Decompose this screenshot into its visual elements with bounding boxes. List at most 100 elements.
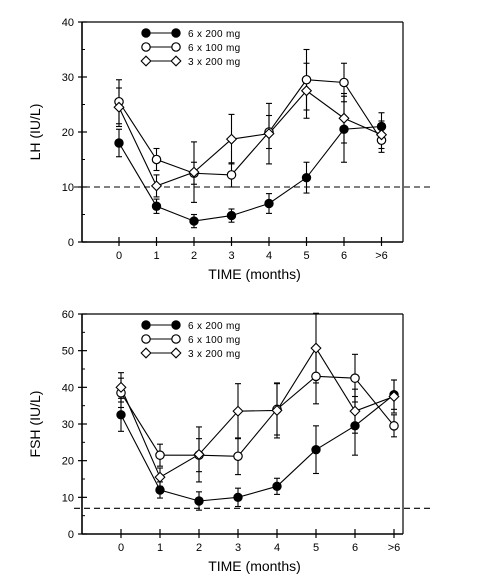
- legend-label: 6 x 100 mg: [188, 43, 240, 54]
- legend-marker: [141, 320, 151, 330]
- y-axis-title: LH (IU/L): [27, 104, 43, 161]
- legend-fsh: 6 x 200 mg 6 x 100 mg 3 x 200 mg: [140, 320, 240, 360]
- data-point: [188, 166, 200, 178]
- data-point: [155, 450, 165, 460]
- x-axis-title: TIME (months): [208, 266, 301, 282]
- data-point: [311, 444, 321, 455]
- x-tick-label: 4: [274, 542, 280, 554]
- data-point: [338, 112, 350, 124]
- legend-marker: [140, 347, 152, 359]
- data-point: [301, 74, 312, 85]
- data-point: [115, 381, 127, 393]
- series-line: [120, 394, 395, 502]
- data-point: [375, 129, 388, 141]
- legend-marker: [170, 55, 182, 67]
- data-point: [232, 405, 244, 417]
- data-point: [189, 216, 199, 226]
- data-point: [271, 404, 283, 417]
- y-tick-label: 0: [68, 237, 74, 249]
- series-line: [118, 79, 382, 176]
- y-tick-label: 10: [62, 492, 74, 504]
- x-tick-label: >6: [375, 250, 388, 262]
- data-point: [151, 201, 162, 211]
- markers-lh-0: [114, 121, 387, 226]
- x-tick-label: 1: [157, 542, 163, 554]
- y-tick-label: 30: [62, 419, 74, 431]
- x-tick-label: 2: [196, 542, 202, 554]
- chart-panel-lh: 0 10 20 30 40 0 1 2 3 4 5 6 >6 TIME (months) LH (IU/L)…: [27, 17, 432, 282]
- data-point: [154, 471, 166, 483]
- x-tick-label: >6: [388, 542, 401, 554]
- series-line: [120, 347, 395, 478]
- data-point: [301, 172, 312, 183]
- x-tick-label: 5: [313, 542, 319, 554]
- markers-fsh-1: [116, 371, 399, 462]
- x-tick-label: 6: [341, 250, 347, 262]
- x-tick-label: 3: [235, 542, 241, 554]
- legend-marker: [140, 55, 152, 67]
- data-point: [349, 405, 361, 417]
- series-line: [120, 375, 395, 457]
- series-line: [118, 125, 382, 222]
- markers-fsh-2: [115, 342, 400, 483]
- data-point: [150, 180, 163, 192]
- legend-label: 6 x 200 mg: [188, 321, 240, 332]
- y-tick-label: 40: [62, 17, 74, 29]
- data-point: [116, 410, 126, 420]
- legend-marker: [141, 42, 151, 52]
- data-point: [339, 77, 349, 88]
- data-point: [155, 485, 165, 495]
- legend-marker: [171, 42, 181, 52]
- y-tick-label: 30: [62, 72, 74, 84]
- data-point: [233, 451, 243, 462]
- legend-label: 6 x 200 mg: [188, 29, 240, 40]
- legend-marker: [171, 334, 181, 344]
- legend-marker: [141, 334, 151, 344]
- legend-marker: [171, 320, 181, 330]
- y-axis-title: FSH (IU/L): [27, 391, 43, 458]
- x-tick-label: 0: [118, 542, 124, 554]
- data-point: [151, 154, 162, 165]
- legend-marker: [171, 28, 181, 38]
- data-point: [389, 421, 399, 431]
- data-point: [113, 101, 125, 113]
- data-point: [233, 492, 243, 503]
- data-point: [310, 342, 322, 354]
- markers-fsh-0: [116, 389, 399, 506]
- x-tick-label: 1: [153, 250, 159, 262]
- series-line: [118, 90, 382, 187]
- data-point: [350, 373, 360, 383]
- data-point: [225, 133, 238, 145]
- data-point: [300, 85, 313, 97]
- y-tick-label: 20: [62, 456, 74, 468]
- y-tick-label: 40: [62, 382, 74, 394]
- legend-marker: [141, 28, 151, 38]
- legend-marker: [170, 347, 182, 359]
- data-point: [193, 448, 205, 461]
- legend-label: 6 x 100 mg: [188, 335, 240, 346]
- chart-panel-fsh: 0 10 20 30 40 50 60 0 1 2 3 4 5 6 >6 TIME (months) FSH (…: [27, 309, 432, 574]
- legend-label: 3 x 200 mg: [188, 57, 240, 68]
- legend-label: 3 x 200 mg: [188, 349, 240, 360]
- legend-lh: 6 x 200 mg 6 x 100 mg 3 x 200 mg: [140, 28, 240, 68]
- x-axis-title: TIME (months): [208, 558, 301, 574]
- y-tick-label: 10: [62, 182, 74, 194]
- data-point: [226, 210, 237, 221]
- data-point: [311, 371, 321, 382]
- y-tick-label: 20: [62, 127, 74, 139]
- x-tick-label: 5: [303, 250, 309, 262]
- x-tick-label: 2: [191, 250, 197, 262]
- x-tick-label: 3: [228, 250, 234, 262]
- data-point: [339, 124, 349, 134]
- data-point: [272, 481, 282, 492]
- y-tick-label: 50: [62, 346, 74, 358]
- data-point: [350, 421, 360, 431]
- x-tick-label: 0: [116, 250, 122, 262]
- markers-lh-2: [113, 85, 388, 192]
- data-point: [263, 128, 275, 140]
- y-tick-label: 0: [68, 529, 74, 541]
- data-point: [388, 390, 400, 403]
- x-tick-label: 6: [352, 542, 358, 554]
